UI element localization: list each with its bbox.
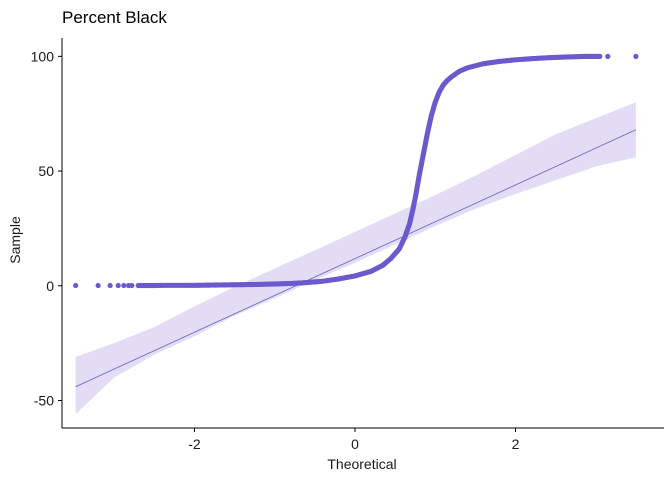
- y-tick-label: 100: [31, 48, 55, 64]
- data-point: [605, 53, 611, 59]
- fit-line-layer: [75, 129, 637, 388]
- data-point: [95, 282, 101, 289]
- axes-layer: -2 0 2 -50 0 50 100: [31, 38, 664, 452]
- y-tick-label: 50: [38, 163, 54, 179]
- x-tick-label: 2: [512, 436, 520, 452]
- data-point: [115, 282, 121, 289]
- y-tick-label: 0: [46, 278, 54, 294]
- y-tick-label: -50: [34, 392, 54, 408]
- x-tick-label: -2: [188, 436, 201, 452]
- data-point: [121, 282, 127, 289]
- data-point: [107, 282, 113, 289]
- x-tick-label: 0: [351, 436, 359, 452]
- data-point: [73, 282, 79, 289]
- x-axis-title: Theoretical: [327, 456, 396, 472]
- data-point: [129, 282, 135, 289]
- reference-fit-line: [75, 129, 637, 388]
- points-layer: [73, 53, 639, 289]
- y-axis-title: Sample: [7, 216, 23, 264]
- data-point: [597, 53, 603, 59]
- chart-title: Percent Black: [62, 8, 167, 27]
- data-point: [633, 53, 639, 59]
